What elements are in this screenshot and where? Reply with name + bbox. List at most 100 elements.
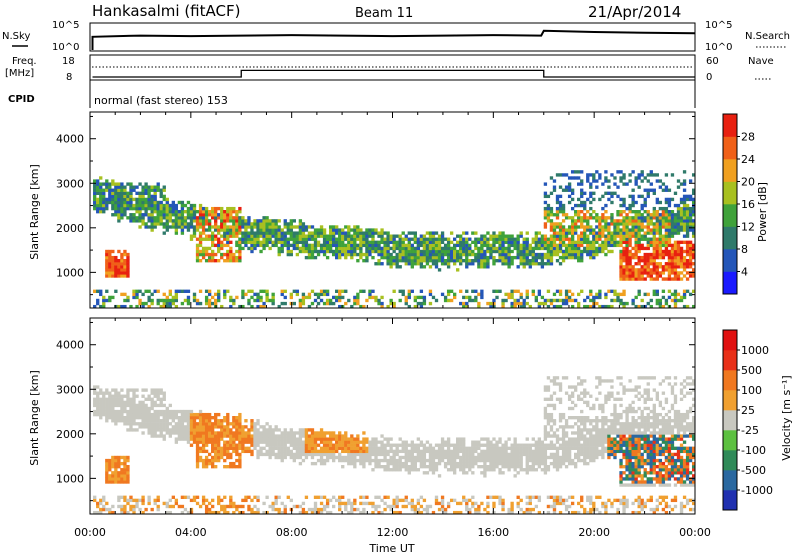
heatmap-cell (301, 431, 306, 435)
heatmap-cell (489, 452, 493, 457)
heatmap-cell (601, 243, 605, 248)
heatmap-cell (274, 222, 278, 226)
heatmap-cell (419, 301, 424, 306)
heatmap-cell (374, 295, 378, 300)
heatmap-cell (528, 446, 532, 450)
heatmap-cell (492, 443, 496, 447)
heatmap-cell (386, 243, 390, 248)
heatmap-cell (111, 412, 115, 417)
heatmap-cell (628, 274, 632, 278)
heatmap-cell (404, 295, 408, 300)
heatmap-cell (564, 301, 569, 306)
heatmap-cell (168, 213, 172, 217)
heatmap-cell (401, 243, 405, 248)
heatmap-cell (180, 495, 185, 499)
heatmap-cell (425, 237, 430, 241)
heatmap-cell (220, 498, 224, 503)
heatmap-cell (655, 262, 659, 266)
heatmap-cell (341, 228, 345, 232)
heatmap-cell (434, 443, 439, 447)
heatmap-cell (214, 216, 218, 220)
heatmap-cell (640, 259, 644, 263)
heatmap-cell (365, 452, 369, 457)
heatmap-cell (114, 213, 118, 217)
heatmap-cell (492, 449, 496, 454)
heatmap-cell (395, 504, 399, 509)
heatmap-cell (667, 259, 672, 263)
heatmap-cell (319, 234, 324, 238)
heatmap-cell (691, 255, 696, 260)
heatmap-cell (192, 437, 197, 441)
heatmap-cell (111, 188, 115, 192)
heatmap-cell (443, 510, 448, 515)
heatmap-cell (610, 289, 614, 293)
heatmap-cell (211, 440, 215, 444)
heatmap-cell (120, 271, 124, 275)
heatmap-cell (217, 412, 221, 417)
heatmap-cell (583, 200, 587, 205)
heatmap-cell (244, 234, 248, 238)
heatmap-cell (555, 206, 560, 211)
heatmap-cell (292, 225, 296, 229)
heatmap-cell (486, 243, 490, 248)
heatmap-cell (250, 225, 254, 229)
heatmap-cell (362, 510, 366, 515)
heatmap-cell (522, 446, 526, 450)
heatmap-cell (465, 471, 469, 475)
heatmap-cell (338, 452, 342, 457)
heatmap-cell (622, 228, 626, 232)
heatmap-cell (304, 237, 309, 241)
heatmap-cell (259, 249, 263, 254)
heatmap-cell (114, 412, 118, 417)
heatmap-cell (459, 465, 463, 469)
heatmap-cell (437, 461, 442, 466)
heatmap-cell (271, 507, 275, 512)
heatmap-cell (513, 465, 517, 469)
heatmap-cell (93, 510, 97, 515)
heatmap-cell (474, 255, 478, 260)
heatmap-cell (111, 268, 115, 272)
heatmap-cell (353, 234, 357, 238)
heatmap-cell (150, 412, 154, 417)
heatmap-cell (398, 265, 402, 269)
heatmap-cell (619, 262, 623, 266)
heatmap-cell (498, 501, 502, 506)
heatmap-cell (664, 243, 669, 248)
heatmap-cell (685, 231, 690, 235)
heatmap-cell (325, 301, 330, 306)
heatmap-cell (159, 428, 163, 432)
heatmap-cell (413, 504, 417, 509)
heatmap-cell (192, 434, 197, 438)
heatmap-cell (117, 265, 121, 269)
heatmap-cell (516, 446, 520, 450)
heatmap-cell (301, 298, 306, 303)
heatmap-cell (362, 240, 366, 244)
heatmap-cell (661, 219, 666, 223)
heatmap-cell (138, 412, 142, 417)
heatmap-cell (555, 259, 560, 263)
heatmap-cell (574, 252, 578, 257)
heatmap-cell (607, 225, 611, 229)
heatmap-cell (120, 388, 124, 392)
heatmap-cell (543, 213, 548, 217)
heatmap-cell (344, 243, 348, 248)
heatmap-cell (646, 259, 650, 263)
heatmap-cell (631, 274, 635, 278)
heatmap-cell (504, 461, 508, 466)
heatmap-cell (280, 228, 284, 232)
heatmap-cell (616, 219, 620, 223)
heatmap-cell (428, 240, 433, 244)
heatmap-cell (180, 504, 185, 509)
heatmap-cell (691, 243, 696, 248)
heatmap-cell (601, 225, 605, 229)
heatmap-cell (247, 231, 251, 235)
heatmap-cell (561, 249, 566, 254)
heatmap-cell (407, 304, 411, 309)
heatmap-cell (425, 249, 430, 254)
heatmap-cell (123, 249, 127, 254)
heatmap-cell (356, 246, 360, 251)
heatmap-cell (277, 507, 281, 512)
heatmap-cell (543, 455, 548, 460)
heatmap-cell (289, 237, 293, 241)
heatmap-cell (453, 455, 457, 460)
